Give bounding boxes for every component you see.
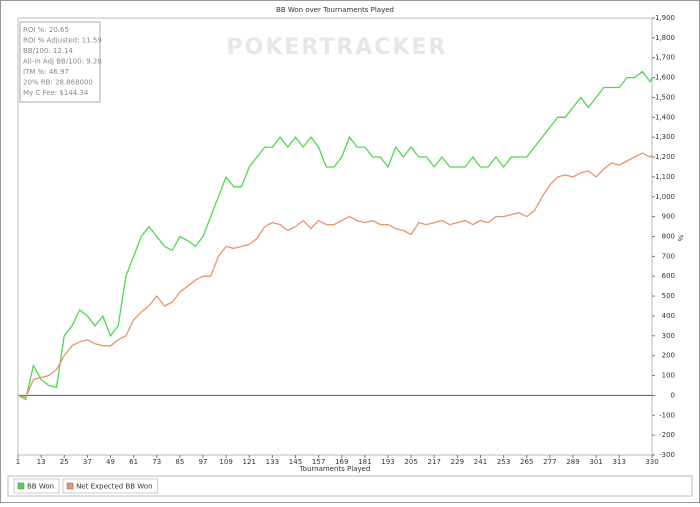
y-tick-label: 1,300 (655, 133, 675, 141)
legend-entry (13, 478, 60, 494)
y-tick-label: 300 (662, 332, 675, 340)
x-tick-label: 253 (497, 458, 510, 466)
x-tick-label: 109 (219, 458, 232, 466)
x-tick-label: 37 (83, 458, 92, 466)
x-tick-label: 169 (335, 458, 348, 466)
x-tick-label: 49 (106, 458, 115, 466)
watermark: POKERTRACKER (227, 35, 448, 60)
legend-swatch (17, 482, 25, 490)
x-tick-label: 181 (358, 458, 371, 466)
y-tick-label: 1,100 (655, 173, 675, 181)
x-tick-label: 85 (175, 458, 184, 466)
x-tick-label: 265 (520, 458, 533, 466)
stat-line: ROI %: 20.65 (23, 26, 69, 34)
legend (7, 475, 693, 497)
y-tick-label: 400 (662, 312, 675, 320)
y-tick-label: 200 (662, 352, 675, 360)
x-tick-label: 241 (474, 458, 487, 466)
y-tick-label: 0 (671, 391, 675, 399)
y-tick-label: 1,500 (655, 93, 675, 101)
y-tick-label: 1,400 (655, 113, 675, 121)
x-tick-label: 97 (199, 458, 208, 466)
x-tick-label: 1 (16, 458, 20, 466)
x-tick-label: 13 (37, 458, 46, 466)
y-tick-label: 1,800 (655, 34, 675, 42)
y-tick-label: 1,000 (655, 193, 675, 201)
x-tick-label: 330 (645, 458, 658, 466)
y-tick-label: 500 (662, 292, 675, 300)
y-tick-label: 100 (662, 372, 675, 380)
y-tick-label: 1,200 (655, 153, 675, 161)
chart-title: BB Won over Tournaments Played (276, 6, 394, 14)
legend-label: BB Won (27, 483, 54, 491)
x-tick-label: 301 (589, 458, 602, 466)
x-tick-label: 133 (266, 458, 279, 466)
y-tick-label: 1,900 (655, 14, 675, 22)
x-tick-label: 205 (404, 458, 417, 466)
x-tick-label: 157 (312, 458, 325, 466)
x-tick-label: 217 (428, 458, 441, 466)
x-tick-label: 145 (289, 458, 302, 466)
legend-swatch (66, 482, 74, 490)
x-tick-label: 277 (543, 458, 556, 466)
y-tick-label: 700 (662, 252, 675, 260)
stats-box (19, 21, 101, 103)
x-tick-label: 289 (566, 458, 579, 466)
y-tick-label: 900 (662, 213, 675, 221)
stat-line: My C Fee: $144.34 (23, 89, 89, 97)
y-tick-label: 1,700 (655, 54, 675, 62)
y-tick-label: 600 (662, 272, 675, 280)
y-tick-label: -200 (659, 431, 675, 439)
x-tick-label: 25 (60, 458, 69, 466)
stat-line: 20% RB: 28.868000 (23, 79, 93, 87)
x-tick-label: 61 (129, 458, 138, 466)
y-tick-label: -300 (659, 451, 675, 459)
x-tick-label: 193 (381, 458, 394, 466)
y-tick-label: 800 (662, 233, 675, 241)
legend-entry (62, 478, 159, 494)
x-tick-label: 229 (451, 458, 464, 466)
x-tick-label: 313 (613, 458, 626, 466)
stat-line: BB/100: 12.14 (23, 47, 73, 55)
stat-line: All-In Adj BB/100: 9.20 (23, 58, 102, 66)
plot-area (17, 17, 653, 456)
y-tick-label: -100 (659, 411, 675, 419)
x-axis-label: Tournaments Played (299, 465, 371, 473)
stat-line: ITM %: 46.97 (23, 68, 69, 76)
series-line (17, 70, 653, 401)
legend-label: Net Expected BB Won (76, 483, 152, 491)
y-axis-label: % (676, 235, 684, 242)
series-line (17, 152, 653, 399)
x-tick-label: 121 (243, 458, 256, 466)
x-tick-label: 73 (152, 458, 161, 466)
stat-line: ROI % Adjusted: 11.59 (23, 37, 102, 45)
y-tick-label: 1,600 (655, 74, 675, 82)
